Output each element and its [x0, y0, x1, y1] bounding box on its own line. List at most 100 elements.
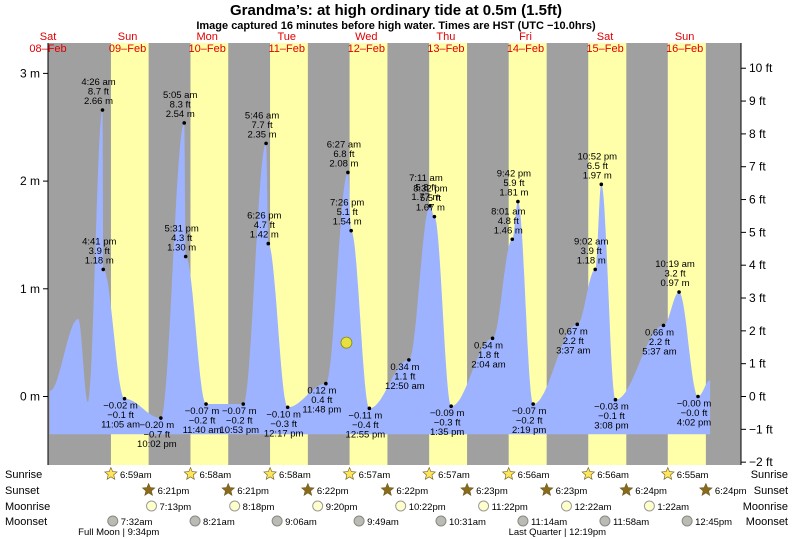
moonrise-time: 12:22am — [574, 502, 611, 513]
high-tide-label: 3.9 ft — [581, 246, 602, 257]
low-tide-label: 0.4 ft — [311, 395, 332, 406]
high-tide-label: 8.3 ft — [170, 99, 191, 110]
low-tide-label: −0.11 m — [348, 410, 382, 421]
moonrise-label-left: Moonrise — [5, 501, 50, 513]
low-tide-label: 0.66 m — [645, 327, 674, 338]
date-label: 12–Feb — [348, 43, 385, 55]
sunrise-icon — [422, 466, 437, 480]
sunrise-time: 6:58am — [199, 470, 231, 481]
low-tide-label: −0.00 m — [677, 399, 712, 410]
extremum-point — [349, 228, 353, 233]
moonset-icon — [107, 515, 119, 527]
low-tide-label: −0.09 m — [430, 408, 465, 419]
high-tide-label: 8:01 am — [491, 206, 525, 217]
date-label: 09–Feb — [109, 43, 146, 55]
chart-subtitle: Image captured 16 minutes before high wa… — [196, 20, 596, 32]
sunset-time: 6:21pm — [237, 486, 269, 497]
high-tide-label: 5.8 ft — [415, 182, 436, 193]
high-tide-label: 4.8 ft — [498, 216, 519, 227]
extremum-point — [324, 381, 328, 386]
low-tide-label: −0.3 ft — [434, 418, 461, 429]
extremum-point — [101, 267, 106, 272]
high-tide-label: 10:19 am — [655, 259, 695, 270]
low-tide-label: 2:19 pm — [512, 425, 546, 436]
low-tide-label: 1.8 ft — [478, 350, 499, 361]
day-of-week-label: Sat — [597, 31, 614, 43]
sunrise-time: 6:55am — [677, 470, 709, 481]
moonrise-icon — [478, 500, 490, 512]
day-of-week-label: Thu — [436, 31, 455, 43]
day-of-week-label: Tue — [277, 31, 296, 43]
moonrise-label-right: Moonrise — [743, 501, 788, 513]
sunrise-label-left: Sunrise — [5, 469, 42, 481]
moonrise-time: 11:22pm — [492, 502, 528, 513]
high-tide-label: 3.9 ft — [89, 246, 110, 257]
low-tide-label: 11:48 pm — [302, 405, 341, 416]
high-tide-label: 1.30 m — [167, 242, 196, 253]
high-tide-label: 7:11 am — [409, 173, 443, 184]
high-tide-label: 5.9 ft — [503, 178, 524, 189]
right-tick-label: −1 ft — [749, 422, 773, 436]
right-tick-label: −2 ft — [749, 455, 773, 469]
low-tide-label: 0.34 m — [390, 362, 419, 373]
high-tide-label: 8:32 pm — [413, 184, 447, 195]
extrema-points — [100, 108, 700, 420]
extremum-point — [204, 402, 208, 406]
low-tide-label: 10:02 pm — [137, 439, 177, 450]
moonset-icon — [271, 515, 283, 527]
moonrise-time: 8:18pm — [243, 502, 275, 513]
low-tide-label: −0.4 ft — [352, 420, 379, 431]
high-tide-label: 1.77 m — [411, 192, 440, 203]
high-tide-label: 4:41 pm — [82, 236, 116, 247]
low-tide-label: −0.07 m — [185, 406, 220, 417]
low-tide-label: 1:35 pm — [430, 427, 464, 438]
high-tide-label: 3.2 ft — [664, 269, 685, 280]
high-tide-label: 5.5 ft — [420, 193, 441, 204]
date-label: 11–Feb — [268, 43, 305, 55]
sunrise-icon — [501, 466, 516, 480]
sunset-time: 6:22pm — [317, 486, 349, 497]
extremum-point — [696, 394, 700, 399]
sunrise-icon — [342, 466, 357, 480]
low-tide-label: 11:40 am — [183, 425, 222, 436]
sunrise-icon — [104, 466, 118, 480]
extremum-point — [159, 416, 163, 420]
moonset-time: 8:21am — [203, 517, 235, 528]
low-tide-label: 4:02 pm — [677, 418, 711, 429]
high-tide-label: 5:46 am — [245, 110, 279, 121]
low-tide-label: −0.7 ft — [144, 430, 171, 441]
date-label: 13–Feb — [427, 43, 464, 55]
sunset-time: 6:21pm — [158, 486, 190, 497]
high-tide-label: 7.7 ft — [252, 120, 273, 131]
extremum-point — [575, 322, 580, 327]
low-tide-label: −0.10 m — [266, 409, 301, 420]
sunset-time: 6:22pm — [396, 486, 428, 497]
sunset-icon — [619, 482, 634, 496]
low-tide-label: −0.07 m — [222, 406, 257, 417]
right-tick-label: 7 ft — [749, 160, 766, 174]
day-of-week-label: Wed — [355, 31, 377, 43]
high-tide-label: 1.18 m — [577, 255, 606, 266]
sunset-icon — [221, 482, 236, 496]
low-tide-label: −0.1 ft — [598, 411, 625, 422]
moonset-icon — [189, 515, 201, 527]
chart-title: Grandma’s: at high ordinary tide at 0.5m… — [230, 2, 562, 19]
high-tide-label: 1.46 m — [494, 225, 523, 236]
low-tide-label: −0.2 ft — [226, 416, 253, 427]
right-tick-label: 0 ft — [749, 390, 766, 404]
moonset-icon — [599, 515, 611, 527]
low-tide-label: −0.3 ft — [270, 419, 297, 430]
date-label: 14–Feb — [507, 43, 544, 55]
date-label: 10–Feb — [189, 43, 226, 55]
day-labels: Sat08–FebSun09–FebMon10–FebTue11–FebWed1… — [29, 31, 703, 55]
high-tide-label: 6:26 pm — [247, 211, 281, 222]
extremum-point — [449, 404, 453, 408]
low-tide-label: −0.03 m — [594, 402, 629, 413]
sunrise-time: 6:57am — [438, 470, 470, 481]
low-tide-label: 2:04 am — [471, 359, 505, 370]
moonrise-icon — [229, 500, 241, 512]
date-label: 15–Feb — [586, 43, 623, 55]
moonrise-icon — [312, 500, 324, 512]
moonset-icon — [517, 515, 529, 527]
